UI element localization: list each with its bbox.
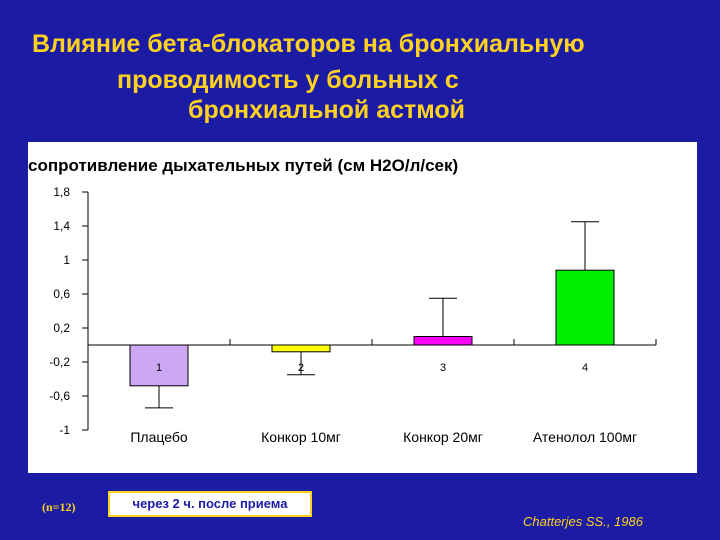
y-axis-label-row: сопротивление дыхательных путей (см Н2О/… <box>10 156 458 176</box>
triangle-icon <box>10 160 22 172</box>
y-axis-label: сопротивление дыхательных путей (см Н2О/… <box>28 156 459 175</box>
bar-number-label: 1 <box>156 362 162 374</box>
citation: Chatterjes SS., 1986 <box>523 514 643 529</box>
y-tick-label: 1,8 <box>53 185 70 199</box>
category-label: Плацебо <box>130 429 188 445</box>
bar <box>555 269 615 346</box>
bar <box>271 344 331 353</box>
category-label: Конкор 10мг <box>261 429 341 445</box>
y-tick-label: -0,6 <box>49 389 70 403</box>
bar-number-label: 3 <box>440 362 446 374</box>
category-label: Атенолол 100мг <box>533 429 637 445</box>
timing-note: через 2 ч. после приема <box>108 491 312 517</box>
bar <box>413 336 473 346</box>
bar <box>129 344 189 387</box>
y-tick-label: 0,6 <box>53 287 70 301</box>
title-line-3: бронхиальной астмой <box>188 96 466 124</box>
title-line-1: Влияние бета-блокаторов на бронхиальную <box>32 30 585 58</box>
bar-number-label: 2 <box>298 362 304 374</box>
y-tick-label: 0,2 <box>53 321 70 335</box>
y-tick-label: -0,2 <box>49 355 70 369</box>
bar-number-label: 4 <box>582 362 588 374</box>
sample-size: (n=12) <box>42 500 76 514</box>
category-label: Конкор 20мг <box>403 429 483 445</box>
y-tick-label: 1,4 <box>53 219 70 233</box>
y-tick-label: -1 <box>59 423 70 437</box>
title-line-2: проводимость у больных с <box>117 66 459 94</box>
y-tick-label: 1 <box>63 253 70 267</box>
